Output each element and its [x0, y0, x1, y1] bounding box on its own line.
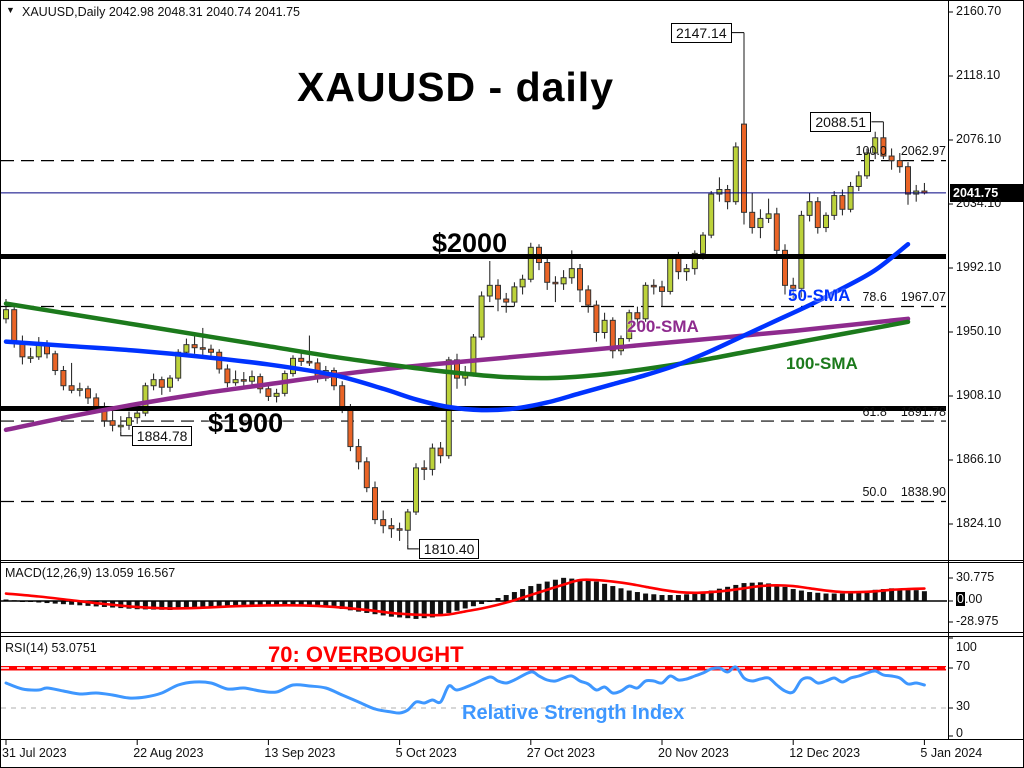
overbought-annotation: 70: OVERBOUGHT: [268, 642, 464, 667]
rsi-axis-30: 30: [956, 699, 970, 713]
chart-title: XAUUSD - daily: [297, 64, 614, 110]
sma50-label: 50-SMA: [788, 286, 851, 305]
date-axis-label: 13 Sep 2023: [264, 746, 336, 760]
rsi-axis-0: 0: [956, 726, 963, 740]
sma100-label: 100-SMA: [786, 354, 858, 373]
callout-low-1810: 1810.40: [418, 538, 480, 559]
date-axis-label: 5 Jan 2024: [920, 746, 983, 760]
date-axis-label: 5 Oct 2023: [395, 746, 457, 760]
rsi-indicator-label: RSI(14) 53.0751: [5, 641, 97, 655]
rsi-axis-100: 100: [956, 640, 977, 654]
support-2000-label: $2000: [432, 228, 508, 258]
rsi-axis-70: 70: [956, 659, 970, 673]
price-axis-label: 1824.10: [956, 516, 1002, 530]
price-axis-label: 1950.10: [956, 324, 1002, 338]
fib-label-786: 78.6 1967.07: [862, 290, 946, 304]
fib-label-500: 50.0 1838.90: [862, 485, 946, 499]
fib-level: 100.0: [855, 144, 887, 158]
macd-zero-box: 0: [956, 592, 965, 606]
date-axis-label: 31 Jul 2023: [2, 746, 67, 760]
fib-label-100: 100.0 2062.97: [856, 144, 946, 158]
fib-price: 2062.97: [900, 144, 946, 158]
price-axis-label: 2118.10: [956, 68, 1001, 82]
callout-high-2088: 2088.51: [810, 111, 871, 132]
fib-level: 61.8: [862, 405, 887, 419]
sma200-label: 200-SMA: [627, 317, 699, 336]
price-axis-label: 1866.10: [956, 452, 1002, 466]
support-1900-label: $1900: [208, 408, 284, 438]
rsi-watermark: Relative Strength Index: [462, 702, 685, 724]
callout-low-1884: 1884.78: [131, 425, 193, 446]
date-axis-label: 20 Nov 2023: [658, 746, 729, 760]
fib-label-618: 61.8 1891.78: [862, 405, 946, 419]
price-axis-label: 1908.10: [956, 388, 1002, 402]
fib-price: 1838.90: [900, 485, 946, 499]
fib-level: 50.0: [862, 485, 887, 499]
fib-level: 78.6: [862, 290, 887, 304]
callout-high-2147: 2147.14: [671, 22, 732, 43]
macd-axis-bottom: -28.975: [956, 614, 999, 628]
price-axis-label: 2160.70: [956, 4, 1002, 18]
macd-indicator-label: MACD(12,26,9) 13.059 16.567: [5, 566, 176, 580]
symbol-dropdown-icon[interactable]: ▼: [6, 5, 15, 15]
date-axis-label: 22 Aug 2023: [133, 746, 204, 760]
date-axis-label: 12 Dec 2023: [789, 746, 861, 760]
macd-zero-rest: .00: [964, 592, 983, 606]
macd-axis-top: 30.775: [956, 570, 995, 584]
symbol-ohlc-line: XAUUSD,Daily 2042.98 2048.31 2040.74 204…: [22, 5, 300, 19]
price-axis-label: 1992.10: [956, 260, 1002, 274]
date-axis-label: 27 Oct 2023: [526, 746, 595, 760]
fib-price: 1891.78: [900, 405, 946, 419]
price-axis-label: 2034.10: [956, 196, 1002, 210]
current-price-box: 2041.75: [950, 184, 1024, 202]
macd-axis-zero: 0.00: [956, 592, 982, 606]
price-axis-label: 2076.10: [956, 132, 1002, 146]
fib-price: 1967.07: [900, 290, 946, 304]
